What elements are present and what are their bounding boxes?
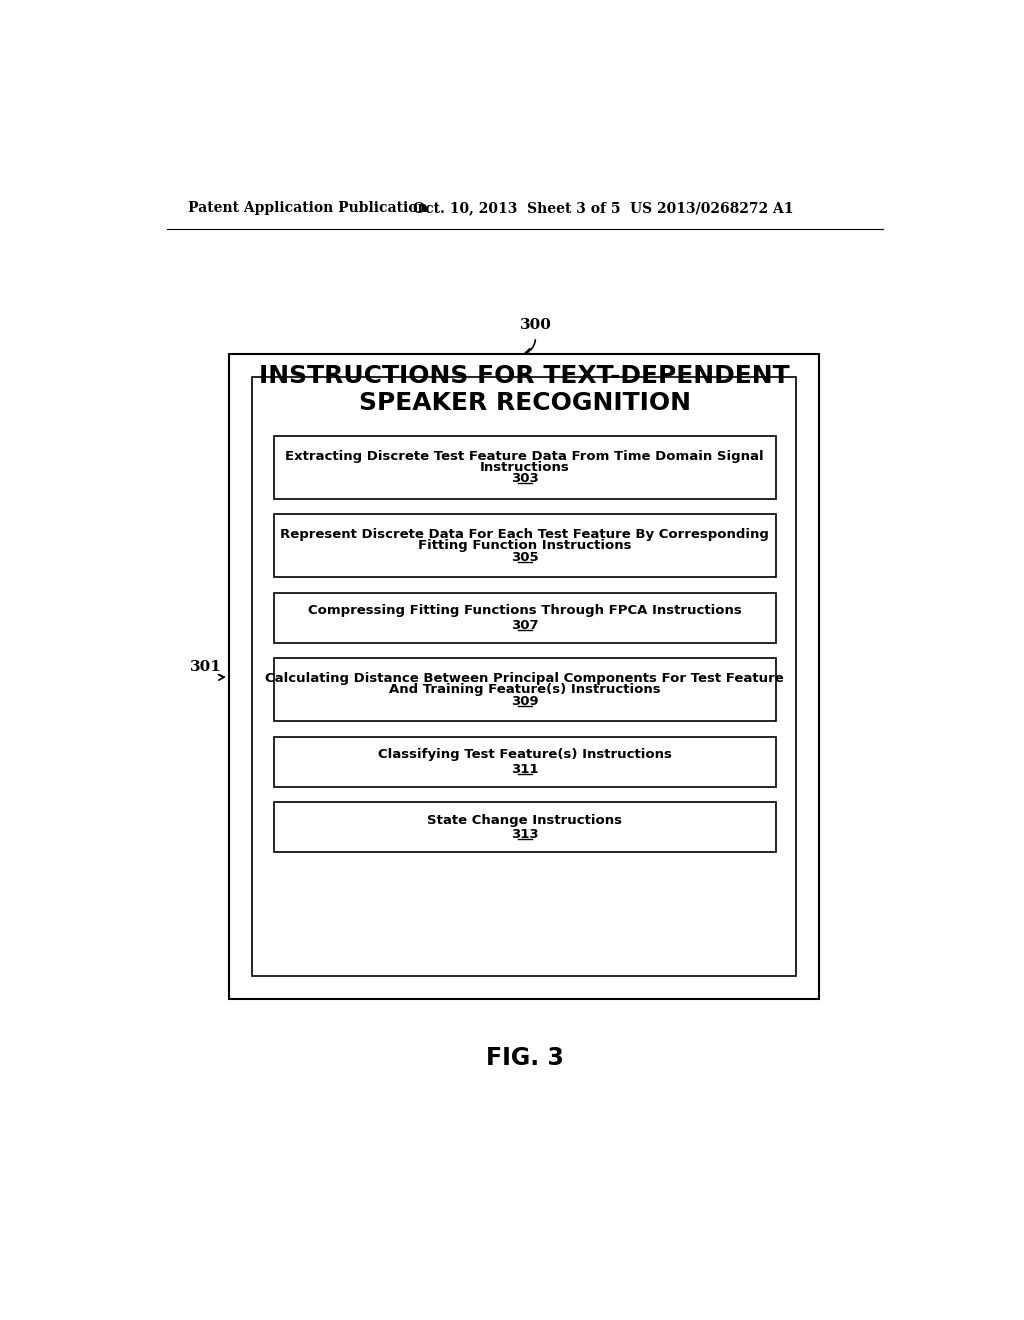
Bar [273, 737, 776, 787]
Bar [273, 593, 776, 643]
Bar [273, 803, 776, 853]
Bar [273, 513, 776, 577]
Text: 300: 300 [520, 318, 552, 331]
Text: 311: 311 [511, 763, 539, 776]
Text: 313: 313 [511, 829, 539, 841]
Bar [252, 378, 796, 977]
Text: Extracting Discrete Test Feature Data From Time Domain Signal: Extracting Discrete Test Feature Data Fr… [286, 450, 764, 463]
Text: US 2013/0268272 A1: US 2013/0268272 A1 [630, 202, 794, 215]
Text: Classifying Test Feature(s) Instructions: Classifying Test Feature(s) Instructions [378, 748, 672, 762]
Bar [273, 436, 776, 499]
Text: State Change Instructions: State Change Instructions [427, 813, 623, 826]
Text: 309: 309 [511, 694, 539, 708]
Text: Oct. 10, 2013  Sheet 3 of 5: Oct. 10, 2013 Sheet 3 of 5 [414, 202, 621, 215]
Text: Represent Discrete Data For Each Test Feature By Corresponding: Represent Discrete Data For Each Test Fe… [281, 528, 769, 541]
Text: Compressing Fitting Functions Through FPCA Instructions: Compressing Fitting Functions Through FP… [308, 605, 741, 618]
Text: Calculating Distance Between Principal Components For Test Feature: Calculating Distance Between Principal C… [265, 672, 784, 685]
Text: SPEAKER RECOGNITION: SPEAKER RECOGNITION [358, 391, 691, 416]
Bar [273, 659, 776, 721]
Text: 305: 305 [511, 550, 539, 564]
Text: 303: 303 [511, 473, 539, 486]
Text: 307: 307 [511, 619, 539, 632]
Text: Instructions: Instructions [480, 461, 569, 474]
Text: INSTRUCTIONS FOR TEXT-DEPENDENT: INSTRUCTIONS FOR TEXT-DEPENDENT [259, 363, 791, 388]
Text: FIG. 3: FIG. 3 [485, 1045, 564, 1069]
Bar [228, 354, 819, 999]
Text: Patent Application Publication: Patent Application Publication [188, 202, 428, 215]
Text: 301: 301 [189, 660, 221, 675]
Text: And Training Feature(s) Instructions: And Training Feature(s) Instructions [389, 684, 660, 696]
Text: Fitting Function Instructions: Fitting Function Instructions [418, 539, 632, 552]
